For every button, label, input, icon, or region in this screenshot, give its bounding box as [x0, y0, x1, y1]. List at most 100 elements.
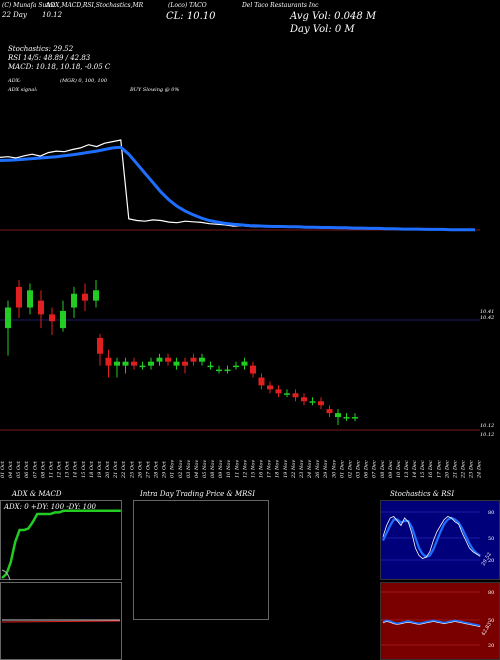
- candle-body: [105, 357, 112, 366]
- date-tick-label: 10 Nov: [226, 460, 232, 478]
- candle-body: [165, 357, 171, 362]
- intraday-title: Intra Day Trading Price & MRSI: [140, 490, 255, 498]
- date-tick-label: 08 Nov: [210, 460, 216, 478]
- date-tick-label: 24 Dec: [477, 460, 483, 479]
- adx-line: [1, 509, 121, 579]
- stoch-tick-label: 50: [488, 536, 494, 542]
- candle-body: [5, 307, 11, 329]
- date-tick-label: 19 Nov: [283, 460, 289, 478]
- candle-body: [258, 377, 265, 386]
- date-tick-label: 16 Nov: [259, 460, 265, 478]
- stochastics-title: Stochastics & RSI: [390, 490, 455, 498]
- candle-body: [318, 401, 324, 406]
- candle-body: [292, 393, 299, 398]
- date-tick-label: 09 Dec: [388, 460, 394, 478]
- range-label: 22 Day: [2, 11, 27, 19]
- candle-body: [190, 357, 197, 362]
- date-tick-label: 12 Nov: [242, 460, 248, 478]
- macd-signal-line: [1, 620, 121, 623]
- date-tick-label: 11 Oct: [49, 460, 55, 478]
- candle-body: [114, 361, 120, 366]
- rsi-readout: RSI 14/5: 48.89 / 42.83: [8, 54, 91, 62]
- date-tick-label: 22 Oct: [121, 460, 127, 479]
- date-tick-label: 17 Nov: [267, 460, 273, 478]
- rsi-tick-label: 50: [488, 618, 494, 624]
- date-tick-label: 15 Dec: [420, 460, 426, 478]
- date-tick-label: 13 Dec: [404, 460, 410, 478]
- date-tick-label: 04 Nov: [194, 460, 200, 478]
- source-label: (C) Munafa Sutra: [2, 2, 56, 9]
- ticker-label: (Loco) TACO: [168, 2, 207, 9]
- candle-body: [182, 361, 188, 366]
- avg-vol-label: Avg Vol: 0.048 M: [290, 11, 377, 22]
- date-tick-label: 30 Nov: [331, 460, 337, 478]
- adx-macd-title: ADX & MACD: [12, 490, 62, 498]
- candle-body: [241, 361, 248, 366]
- date-tick-label: 20 Oct: [105, 460, 111, 479]
- day-vol-label: Day Vol: 0 M: [290, 24, 355, 35]
- candle-body: [71, 293, 77, 308]
- date-tick-label: 14 Oct: [73, 460, 79, 478]
- date-tick-label: 25 Oct: [129, 460, 135, 479]
- date-tick-label: 05 Oct: [16, 460, 22, 478]
- stoch-slow-line: [382, 516, 481, 559]
- candle-body: [82, 293, 88, 301]
- candle-body: [131, 361, 137, 366]
- date-tick-label: 14 Dec: [412, 460, 418, 478]
- date-tick-label: 01 Oct: [0, 460, 6, 478]
- candle-body: [207, 365, 214, 368]
- date-tick-label: 23 Nov: [299, 460, 305, 479]
- price-label-top1: 10.41: [480, 309, 495, 315]
- candle-body: [38, 300, 44, 315]
- date-tick-label: 16 Dec: [428, 460, 434, 478]
- candle-body: [275, 389, 282, 394]
- adx-label: ADX:: [8, 78, 21, 84]
- candle-body: [224, 369, 231, 372]
- rsi-tick-label: 80: [488, 590, 494, 596]
- date-tick-label: 03 Nov: [186, 460, 192, 478]
- stochastics-bg: [381, 501, 499, 579]
- date-tick-label: 03 Dec: [356, 460, 362, 478]
- date-tick-label: 29 Oct: [162, 460, 168, 479]
- adx-readout: ADX: 0 +DY: 100 -DY: 100: [4, 503, 96, 511]
- close-label: CL: 10.10: [166, 11, 216, 22]
- date-tick-label: 15 Nov: [251, 460, 257, 478]
- candle-body: [326, 409, 333, 414]
- price-label-bottom1: 10.12: [480, 423, 495, 429]
- date-tick-label: 04 Oct: [8, 460, 14, 478]
- date-tick-label: 18 Nov: [275, 460, 281, 478]
- candle-body: [267, 385, 273, 390]
- date-tick-label: 12 Oct: [57, 460, 63, 478]
- candle-body: [250, 365, 256, 374]
- date-tick-label: 10 Dec: [396, 460, 402, 478]
- date-tick-label: 15 Oct: [81, 460, 87, 478]
- date-tick-label: 21 Dec: [453, 460, 459, 479]
- date-tick-label: 05 Nov: [202, 460, 208, 478]
- candle-body: [156, 357, 163, 362]
- di-line: [1, 569, 11, 581]
- date-tick-label: 07 Dec: [372, 460, 378, 478]
- candle-body: [60, 310, 66, 329]
- buy-signal: BUY Slowing @ 0%: [130, 87, 180, 93]
- date-tick-label: 26 Nov: [315, 460, 321, 479]
- intraday-panel: [133, 500, 269, 620]
- candle-body: [233, 365, 239, 368]
- date-tick-label: 07 Oct: [32, 460, 38, 478]
- date-tick-label: 23 Dec: [469, 460, 475, 479]
- close-short: 10.12: [42, 11, 63, 19]
- company-label: Del Taco Restaurants Inc: [242, 2, 319, 9]
- adx-signal-label: ADX signal:: [8, 87, 38, 93]
- date-tick-label: 19 Oct: [97, 460, 103, 478]
- stoch-fast-line: [382, 516, 481, 559]
- macd-readout: MACD: 10.18, 10.18, -0.05 C: [8, 63, 111, 71]
- date-tick-label: 20 Dec: [444, 460, 450, 479]
- date-tick-label: 17 Dec: [436, 460, 442, 478]
- date-tick-label: 29 Nov: [323, 460, 329, 479]
- adx-panel: [0, 500, 122, 580]
- date-tick-label: 06 Dec: [364, 460, 370, 478]
- candle-body: [148, 361, 154, 366]
- candle-body: [16, 286, 22, 308]
- rsi-tick-label: 20: [488, 643, 494, 649]
- date-tick-label: 24 Nov: [307, 460, 313, 479]
